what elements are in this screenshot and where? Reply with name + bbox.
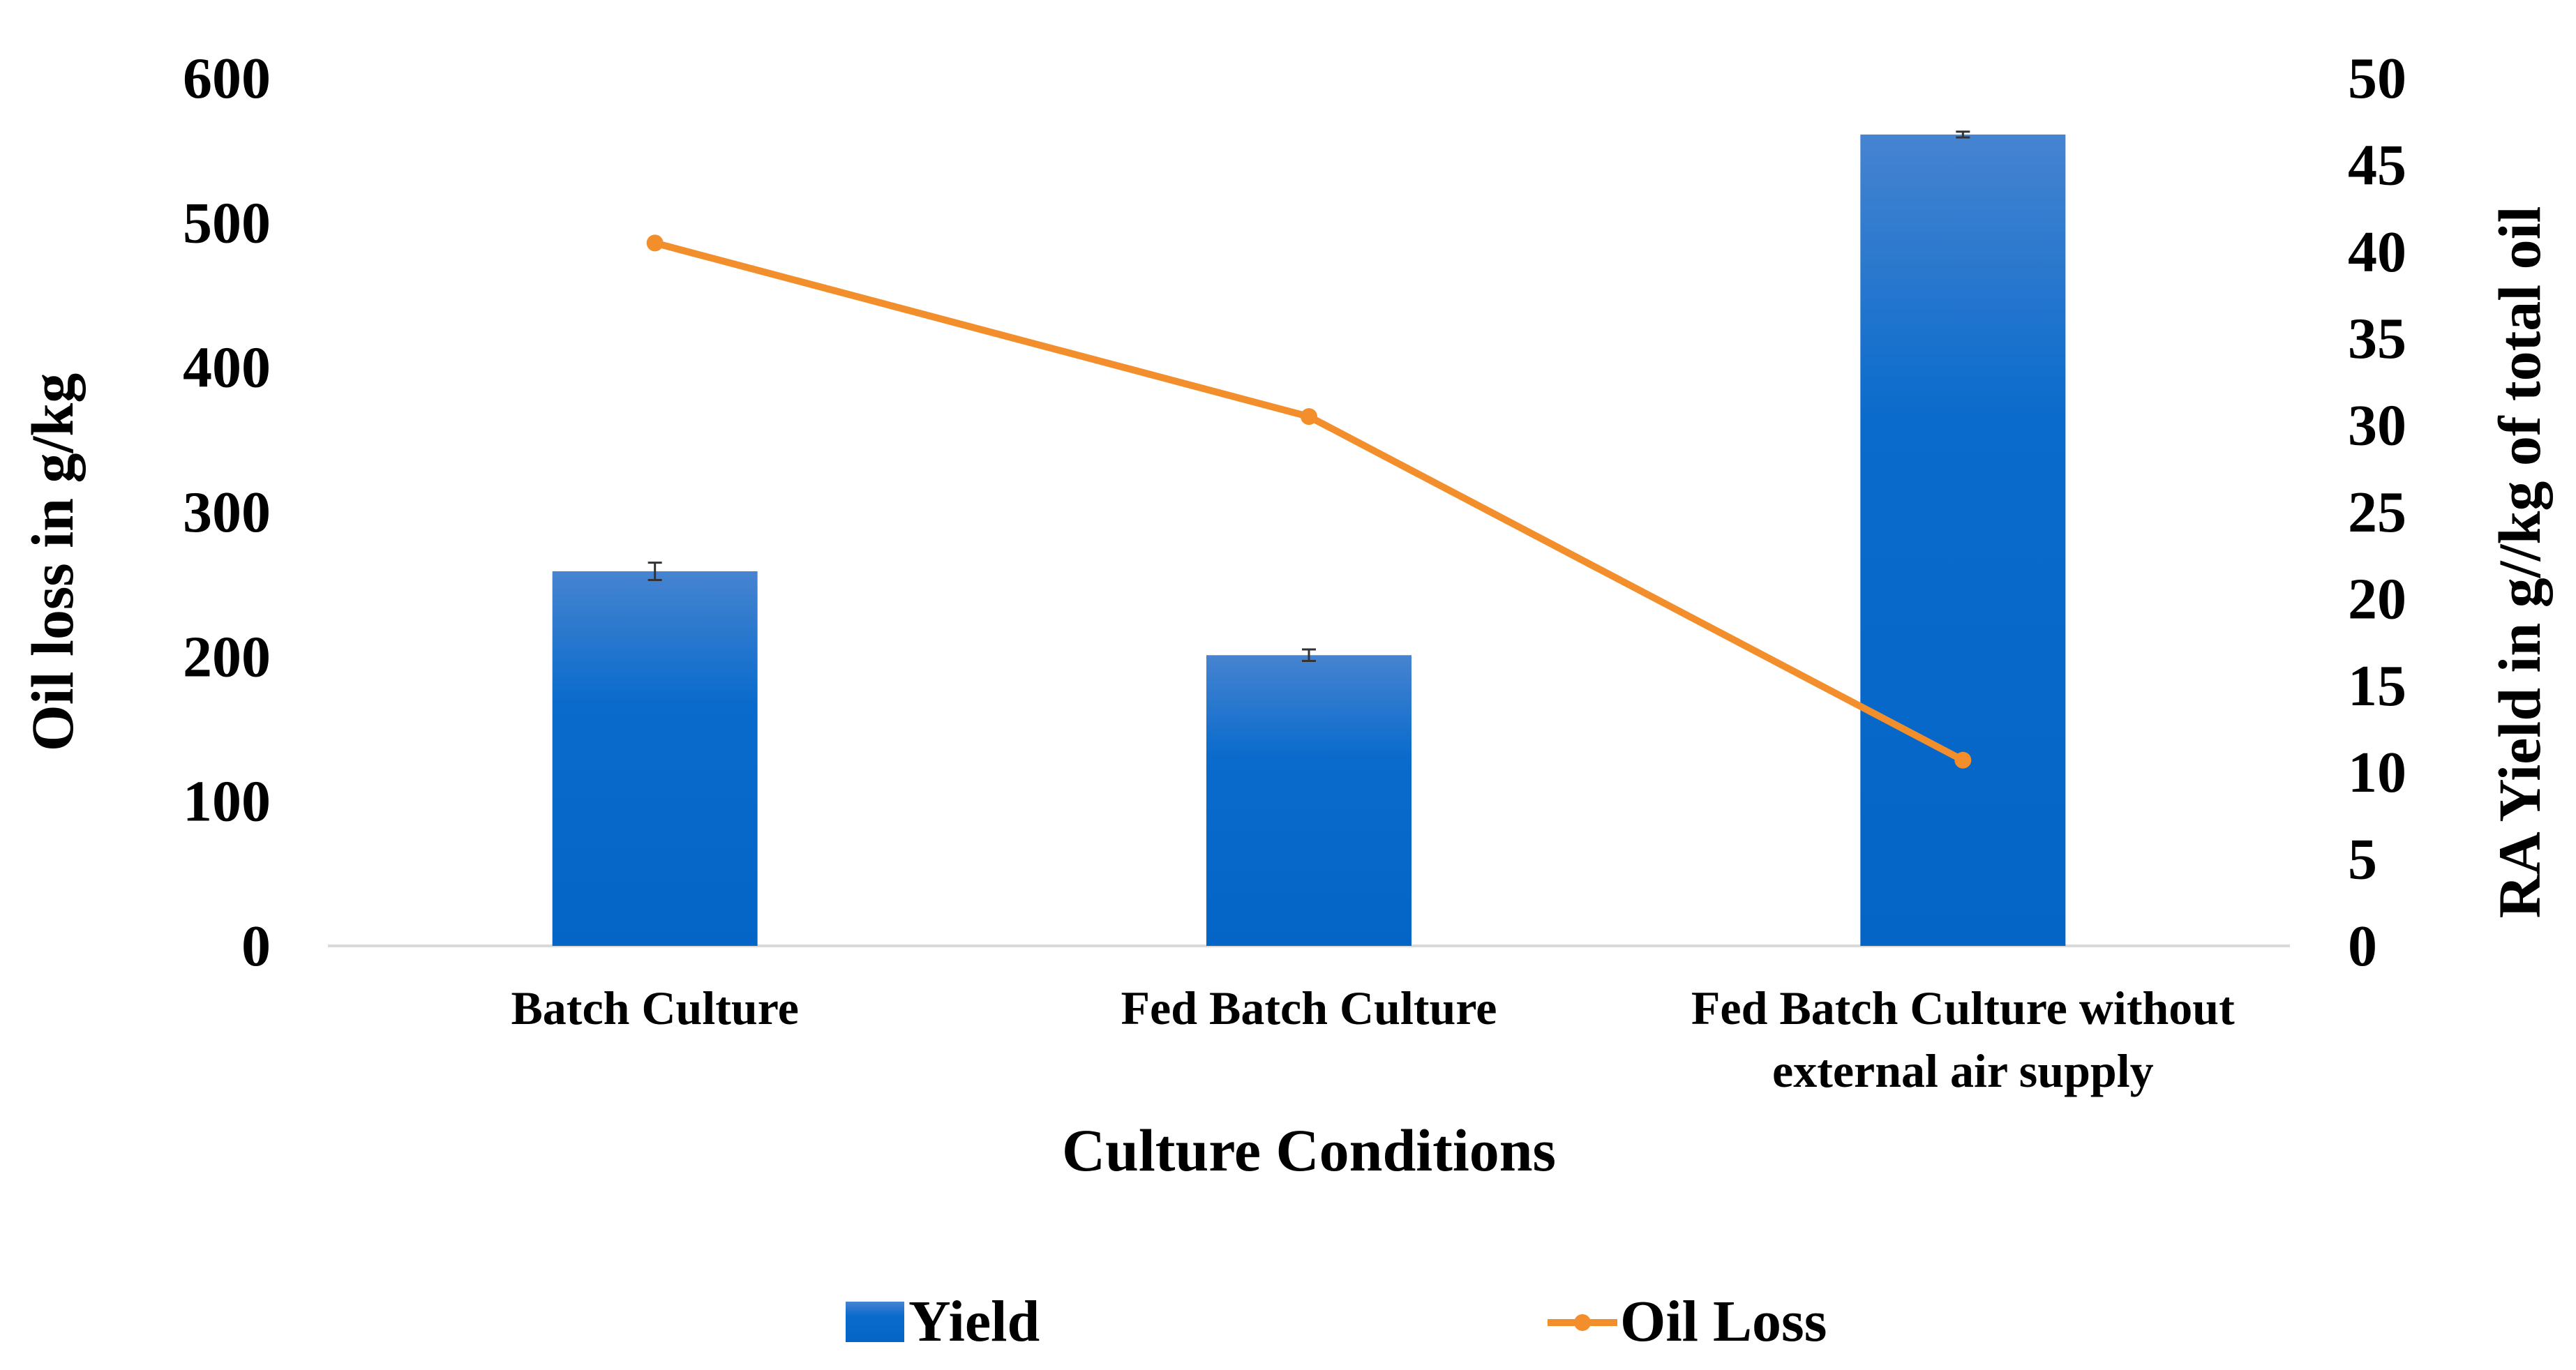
legend-marker-oil-loss [1574, 1314, 1591, 1331]
bar-yield-2 [1206, 655, 1411, 946]
left-tick-label-600: 600 [183, 46, 271, 111]
right-tick-label-40: 40 [2348, 220, 2406, 285]
right-tick-label-5: 5 [2348, 827, 2377, 892]
category-label-line: Fed Batch Culture [1121, 981, 1497, 1034]
legend-item-yield: Yield [846, 1289, 1040, 1354]
legend-item-oil-loss: Oil Loss [1548, 1289, 1827, 1354]
category-label-line: external air supply [1772, 1044, 2154, 1097]
error-bar-2 [1302, 648, 1316, 663]
legend: Yield Oil Loss [846, 1289, 1827, 1354]
right-tick-label-0: 0 [2348, 914, 2377, 979]
left-tick-label-200: 200 [183, 624, 271, 689]
bar-series-yield [552, 130, 2066, 947]
y-axis-left-title: Oil loss in g/kg [19, 373, 86, 751]
right-tick-label-45: 45 [2348, 133, 2406, 197]
y-axis-right-title: RA Yield in g//kg of total oil [2486, 206, 2553, 919]
x-axis-title: Culture Conditions [1062, 1117, 1556, 1184]
right-tick-label-25: 25 [2348, 480, 2406, 545]
error-bar-3 [1956, 130, 1970, 139]
category-label-line: Batch Culture [511, 981, 798, 1034]
right-tick-label-30: 30 [2348, 393, 2406, 458]
right-tick-label-10: 10 [2348, 740, 2406, 805]
right-tick-label-50: 50 [2348, 46, 2406, 111]
right-tick-label-35: 35 [2348, 306, 2406, 371]
category-label-line: Fed Batch Culture without [1691, 981, 2235, 1034]
category-label-1: Batch Culture [511, 981, 798, 1034]
legend-label-oil-loss: Oil Loss [1620, 1289, 1827, 1354]
right-tick-label-20: 20 [2348, 566, 2406, 631]
category-label-2: Fed Batch Culture [1121, 981, 1497, 1034]
left-tick-label-0: 0 [241, 914, 271, 979]
legend-swatch-yield [846, 1302, 904, 1342]
left-tick-label-500: 500 [183, 190, 271, 255]
category-labels: Batch Culture Fed Batch Culture Fed Batch … [511, 981, 2235, 1097]
legend-label-yield: Yield [908, 1289, 1040, 1354]
category-label-3: Fed Batch Culture without external air su… [1691, 981, 2235, 1097]
left-tick-label-300: 300 [183, 480, 271, 545]
oil-loss-point-3 [1954, 751, 1972, 769]
left-axis-ticks: 0 100 200 300 400 500 600 [183, 46, 271, 979]
left-tick-label-400: 400 [183, 336, 271, 400]
left-tick-label-100: 100 [183, 769, 271, 834]
oil-loss-point-2 [1301, 408, 1317, 426]
bar-yield-3 [1860, 134, 2066, 947]
error-bar-1 [647, 562, 662, 581]
line-series-oil-loss [646, 234, 1972, 769]
right-axis-ticks: 0 5 10 15 20 25 30 35 40 45 50 [2348, 46, 2406, 979]
bar-yield-1 [552, 571, 758, 946]
oil-loss-point-1 [646, 234, 664, 252]
right-tick-label-15: 15 [2348, 654, 2406, 718]
